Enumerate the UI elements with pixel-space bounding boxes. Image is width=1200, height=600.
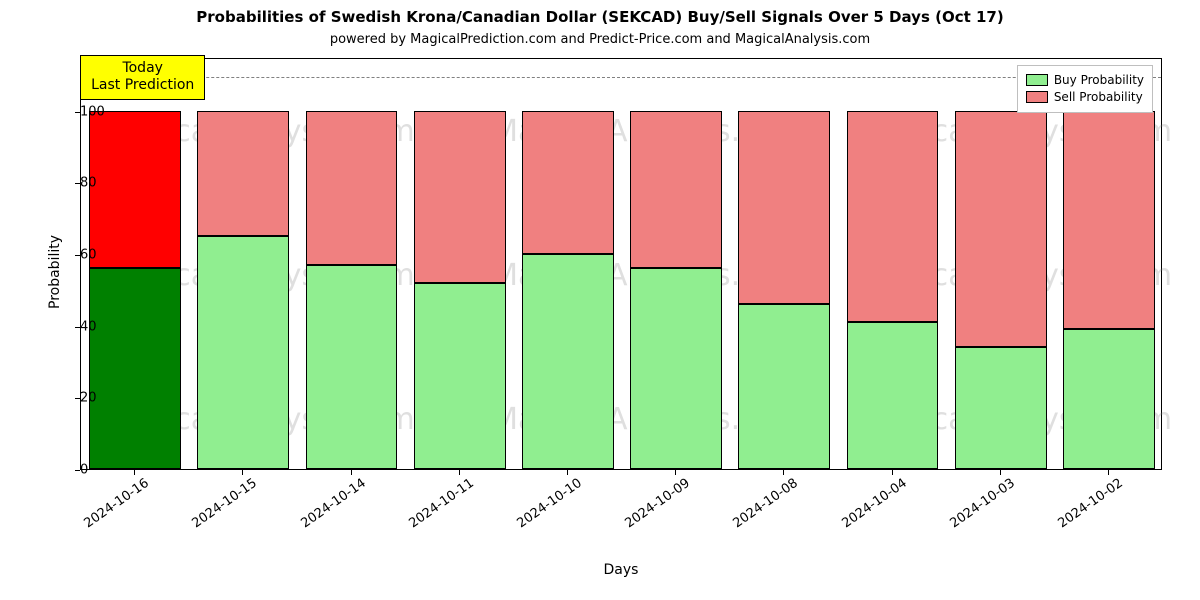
- bar-group: [955, 57, 1047, 469]
- x-tick-label: 2024-10-15: [181, 476, 260, 538]
- x-tick-mark: [1108, 470, 1109, 475]
- x-tick-mark: [242, 470, 243, 475]
- y-tick-mark: [75, 112, 80, 113]
- y-tick-label: 40: [80, 319, 88, 334]
- x-tick-label: 2024-10-16: [73, 476, 152, 538]
- bar-group: [630, 57, 722, 469]
- x-tick-label: 2024-10-04: [830, 476, 909, 538]
- buy-bar: [630, 268, 722, 469]
- legend: Buy Probability Sell Probability: [1017, 65, 1153, 113]
- sell-bar: [630, 111, 722, 269]
- x-tick-label: 2024-10-02: [1047, 476, 1126, 538]
- bar-group: [1063, 57, 1155, 469]
- x-tick-mark: [134, 470, 135, 475]
- plot-area: MagicalAnalysis.comMagicalAnalysis.comMa…: [80, 58, 1162, 470]
- buy-bar: [955, 347, 1047, 469]
- buy-bar: [414, 283, 506, 469]
- x-tick-mark: [459, 470, 460, 475]
- chart-container: Probabilities of Swedish Krona/Canadian …: [0, 0, 1200, 600]
- buy-bar: [197, 236, 289, 469]
- buy-bar: [738, 304, 830, 469]
- buy-bar: [89, 268, 181, 469]
- buy-bar: [1063, 329, 1155, 469]
- y-tick-label: 20: [80, 391, 88, 406]
- x-tick-mark: [892, 470, 893, 475]
- x-axis-label: Days: [80, 562, 1162, 578]
- buy-bar: [847, 322, 939, 469]
- x-tick-mark: [1000, 470, 1001, 475]
- sell-bar: [89, 111, 181, 269]
- chart-subtitle: powered by MagicalPrediction.com and Pre…: [0, 32, 1200, 47]
- x-tick-mark: [783, 470, 784, 475]
- bar-group: [197, 57, 289, 469]
- y-tick-label: 60: [80, 248, 88, 263]
- bar-group: [522, 57, 614, 469]
- sell-bar: [522, 111, 614, 254]
- sell-bar: [847, 111, 939, 322]
- y-tick-mark: [75, 470, 80, 471]
- x-tick-mark: [351, 470, 352, 475]
- sell-bar: [955, 111, 1047, 347]
- legend-swatch-sell: [1026, 91, 1048, 103]
- y-tick-mark: [75, 327, 80, 328]
- buy-bar: [522, 254, 614, 469]
- annotation-line-1: Today: [91, 60, 194, 78]
- bar-group: [847, 57, 939, 469]
- x-tick-label: 2024-10-09: [614, 476, 693, 538]
- x-tick-label: 2024-10-11: [398, 476, 477, 538]
- y-tick-mark: [75, 255, 80, 256]
- sell-bar: [197, 111, 289, 236]
- x-tick-label: 2024-10-10: [506, 476, 585, 538]
- legend-item-sell: Sell Probability: [1026, 89, 1144, 106]
- legend-label-buy: Buy Probability: [1054, 72, 1144, 89]
- y-tick-label: 80: [80, 176, 88, 191]
- x-tick-label: 2024-10-14: [289, 476, 368, 538]
- y-axis-label: Probability: [47, 235, 63, 309]
- legend-item-buy: Buy Probability: [1026, 72, 1144, 89]
- y-tick-label: 0: [80, 463, 88, 478]
- sell-bar: [306, 111, 398, 265]
- bar-group: [738, 57, 830, 469]
- y-tick-mark: [75, 183, 80, 184]
- legend-swatch-buy: [1026, 74, 1048, 86]
- chart-title: Probabilities of Swedish Krona/Canadian …: [0, 8, 1200, 26]
- sell-bar: [414, 111, 506, 283]
- bar-group: [414, 57, 506, 469]
- x-tick-label: 2024-10-03: [939, 476, 1018, 538]
- y-tick-mark: [75, 398, 80, 399]
- buy-bar: [306, 265, 398, 469]
- sell-bar: [1063, 111, 1155, 330]
- x-tick-mark: [675, 470, 676, 475]
- y-tick-label: 100: [80, 104, 88, 119]
- x-tick-mark: [567, 470, 568, 475]
- x-tick-label: 2024-10-08: [722, 476, 801, 538]
- today-annotation: Today Last Prediction: [80, 55, 205, 100]
- sell-bar: [738, 111, 830, 304]
- legend-label-sell: Sell Probability: [1054, 89, 1143, 106]
- annotation-line-2: Last Prediction: [91, 77, 194, 95]
- bar-group: [306, 57, 398, 469]
